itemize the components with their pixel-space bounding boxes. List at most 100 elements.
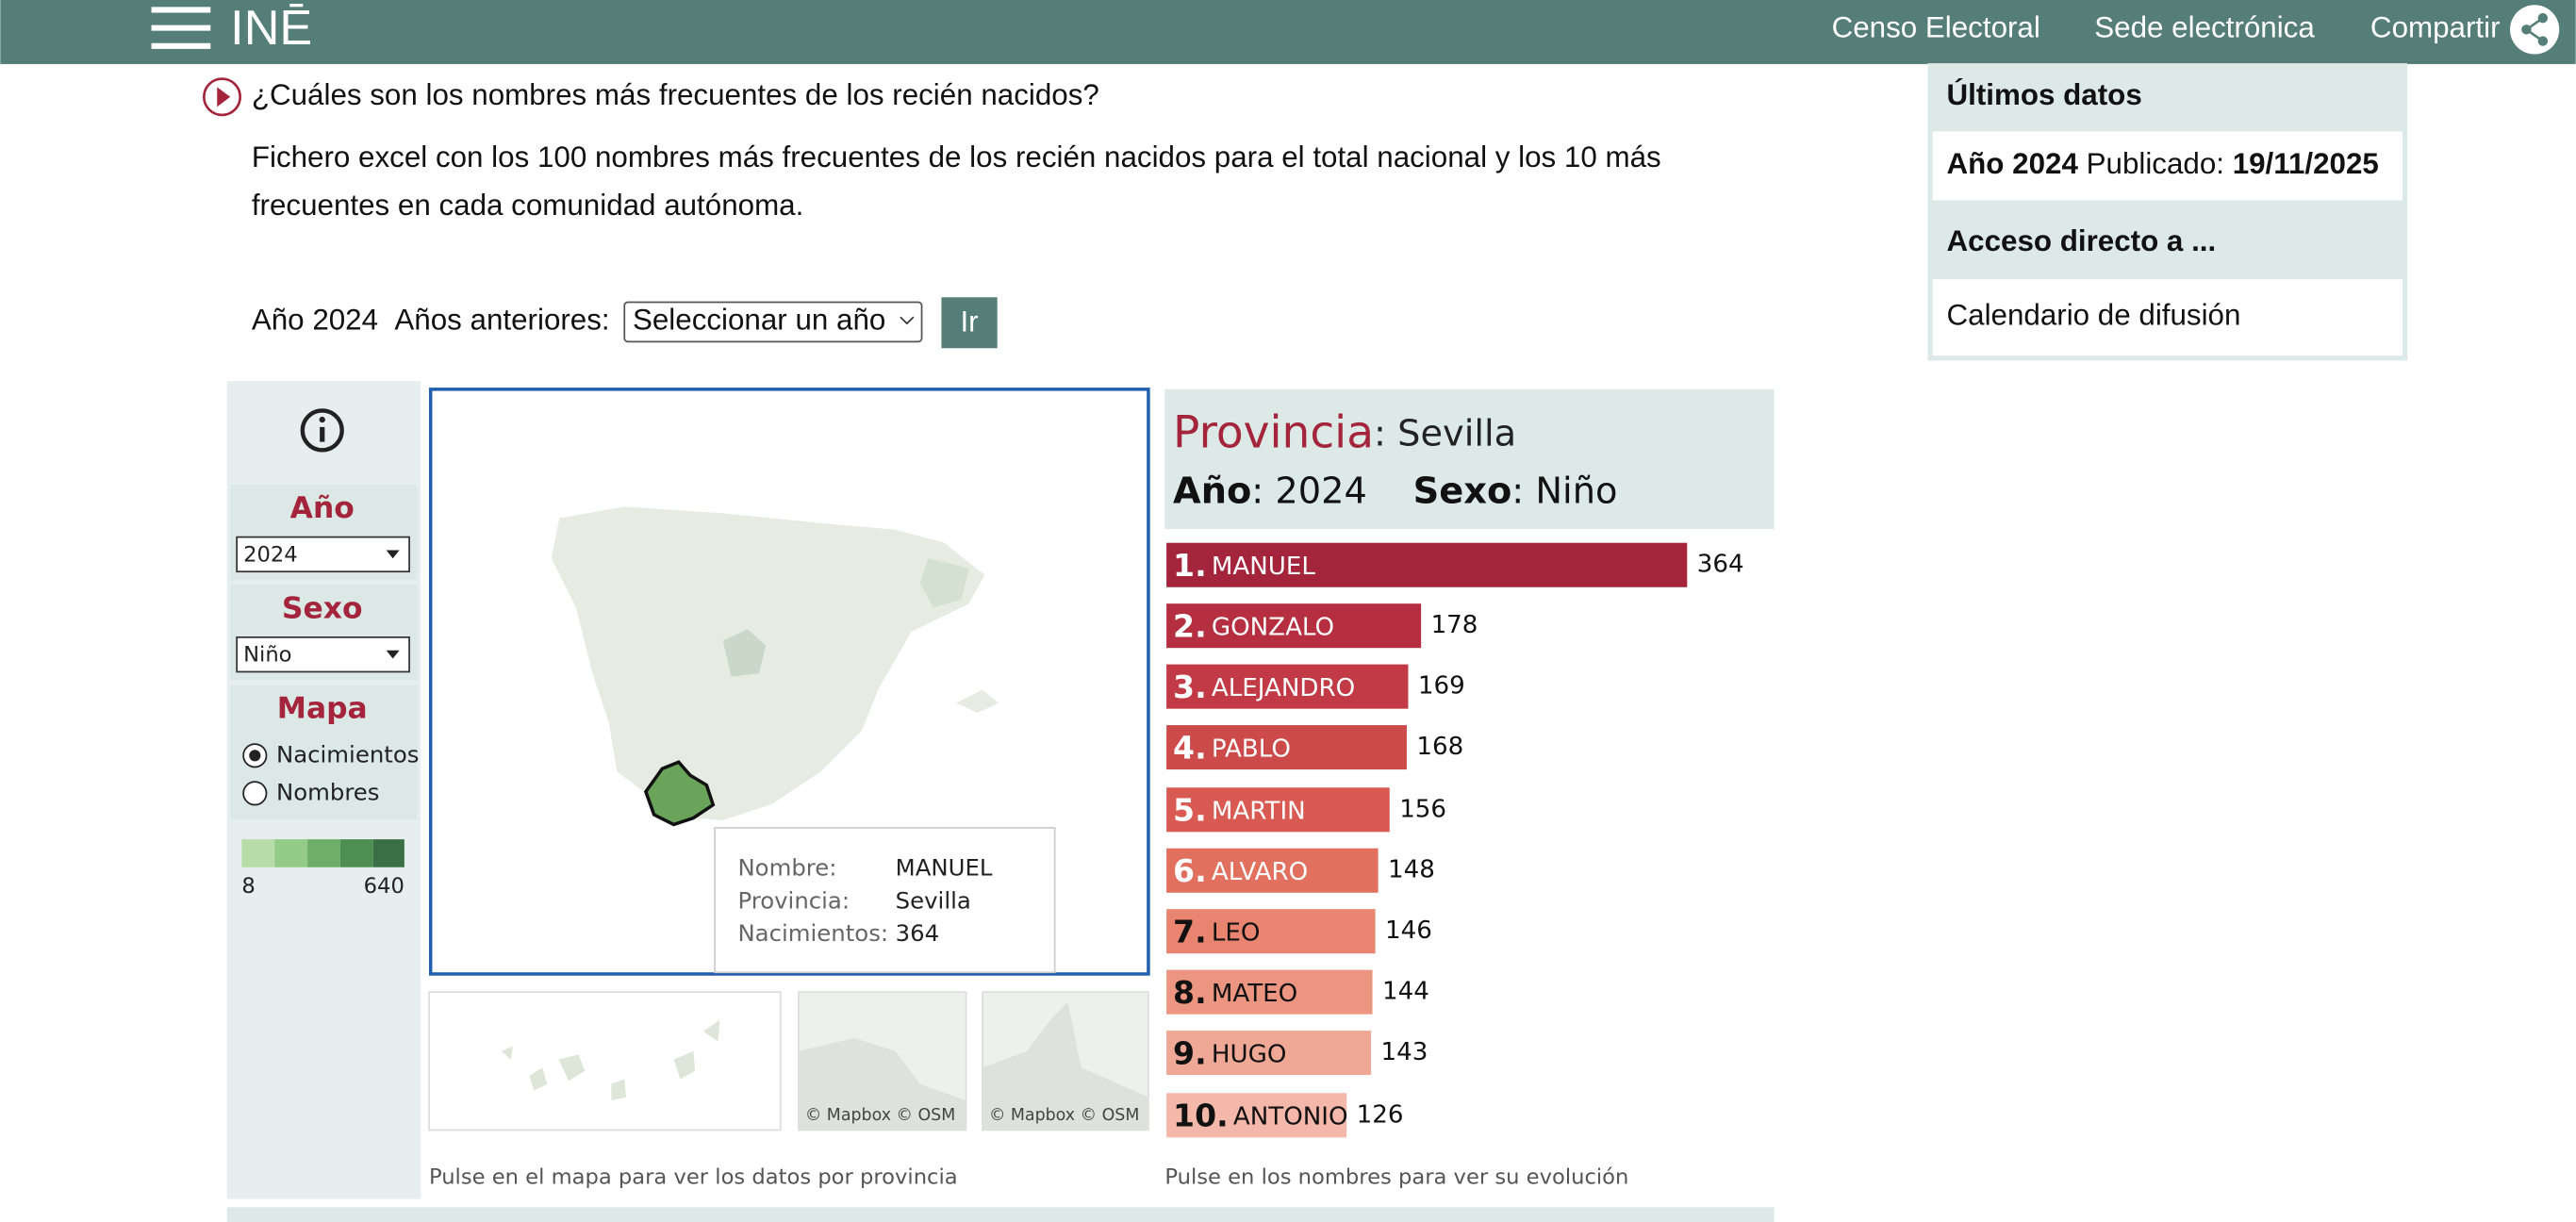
islands [501, 1019, 720, 1101]
expand-arrow [217, 87, 231, 107]
panel-title: Acceso directo a ... [1947, 224, 2217, 257]
name: MARTIN [1212, 797, 1306, 825]
go-button[interactable] [941, 297, 998, 349]
published-label: Publicado: [2087, 147, 2224, 180]
chart-note: Pulse en los nombres para ver su evoluci… [1164, 1164, 1628, 1189]
dropdown-caret [386, 650, 400, 659]
value-label: 178 [1431, 611, 1478, 639]
rank: 7. [1173, 913, 1207, 950]
bar-label: 2. GONZALO [1173, 607, 1334, 644]
rank: 10. [1173, 1097, 1229, 1133]
nav-link[interactable]: Censo Electoral [1832, 11, 2040, 44]
logo[interactable]: INĒ [230, 1, 312, 56]
value-label: 146 [1385, 916, 1432, 945]
bar[interactable] [1166, 603, 1422, 649]
value-label: 144 [1382, 978, 1429, 1006]
attribution: © Mapbox © OSM [805, 1106, 955, 1125]
latest-year: Año 2024 [1947, 147, 2079, 180]
question[interactable]: ¿Cuáles son los nombres más frecuentes d… [252, 78, 1099, 111]
rank: 4. [1173, 729, 1207, 766]
share-icon[interactable] [2510, 5, 2560, 55]
nav-link[interactable]: Compartir [2370, 11, 2501, 44]
sex-dropdown[interactable] [236, 636, 410, 673]
bar-label: 8. MATEO [1173, 973, 1297, 1010]
radio[interactable] [242, 781, 268, 806]
bar[interactable] [1166, 664, 1409, 709]
value-label: 156 [1399, 795, 1446, 823]
baleares [956, 689, 999, 713]
published-date: 19/11/2025 [2233, 147, 2379, 180]
tooltip-value: MANUEL [896, 853, 993, 881]
bar[interactable] [1166, 1093, 1347, 1138]
nav-link[interactable]: Sede electrónica [2094, 11, 2315, 44]
panel-header [1931, 65, 2403, 132]
info-icon[interactable] [300, 408, 344, 453]
expand-icon[interactable] [203, 77, 241, 117]
province-label: Provincia [1173, 406, 1374, 458]
radio-label[interactable]: Nombres [276, 778, 380, 805]
current-year: Año 2024 [252, 304, 378, 337]
value-label: 168 [1416, 733, 1463, 761]
year-select-text: Seleccionar un año [633, 304, 885, 337]
rank: 8. [1173, 973, 1207, 1010]
bar-label: 4. PABLO [1173, 729, 1291, 766]
panel-title: Últimos datos [1947, 77, 2142, 111]
sevilla[interactable] [643, 760, 716, 827]
value-label: 169 [1418, 672, 1465, 701]
canarias-map[interactable] [428, 991, 782, 1131]
top-bar [0, 0, 2576, 64]
value-label: 126 [1357, 1100, 1404, 1129]
spain-mainland [549, 504, 987, 822]
bar[interactable] [1166, 969, 1373, 1015]
year-select[interactable] [623, 301, 923, 343]
barcelona [919, 558, 970, 608]
rank: 9. [1173, 1034, 1207, 1071]
bar[interactable] [1166, 787, 1390, 833]
description: frecuentes en cada comunidad autónoma. [252, 189, 803, 222]
land [798, 1037, 966, 1131]
bar-label: 7. LEO [1173, 913, 1260, 950]
bar-label: 10. ANTONIO [1173, 1097, 1348, 1133]
sex-label: Sexo [1413, 470, 1512, 512]
dropdown-text: Niño [243, 643, 291, 668]
select-caret [900, 316, 915, 325]
dropdown-caret [386, 550, 400, 559]
publication: Año 2024 Publicado: 19/11/2025 [1947, 147, 2379, 180]
panel-link[interactable]: Calendario de difusión [1947, 298, 2241, 331]
bar-label: 3. ALEJANDRO [1173, 668, 1355, 704]
bar-label: 9. HUGO [1173, 1034, 1286, 1071]
tooltip [714, 827, 1056, 974]
bar[interactable] [1166, 1031, 1372, 1076]
menu-icon[interactable] [151, 7, 211, 49]
bar[interactable] [1166, 725, 1407, 770]
year-value: : 2024 [1251, 470, 1367, 512]
bar-label: 5. MARTIN [1173, 791, 1306, 828]
year-dropdown[interactable] [236, 536, 410, 573]
bar-label: 1. MANUEL [1173, 546, 1315, 583]
filter-label: Sexo [282, 591, 363, 625]
bar[interactable] [1166, 848, 1379, 893]
attribution: © Mapbox © OSM [989, 1106, 1139, 1125]
legend-max: 640 [364, 874, 405, 899]
name: MANUEL [1212, 552, 1316, 580]
bar[interactable] [1166, 542, 1688, 587]
value-label: 364 [1697, 551, 1744, 579]
radio-label[interactable]: Nacimientos [276, 740, 419, 768]
next-section [226, 1207, 1775, 1222]
bar[interactable] [1166, 909, 1376, 954]
tooltip-value: Sevilla [896, 886, 971, 914]
tooltip-label: Nombre: [737, 853, 836, 881]
rank: 2. [1173, 607, 1207, 644]
name: ALVARO [1212, 857, 1308, 885]
tooltip-value: 364 [896, 919, 940, 947]
tooltip-label: Provincia: [737, 886, 850, 914]
rank: 5. [1173, 791, 1207, 828]
info-glyph [319, 416, 325, 423]
dropdown-text: 2024 [243, 542, 298, 567]
bar-label: 6. ALVARO [1173, 851, 1308, 888]
info-glyph [320, 426, 325, 442]
tooltip-label: Nacimientos: [737, 919, 888, 947]
previous-label: Años anteriores: [394, 304, 609, 337]
province-value: : Sevilla [1374, 412, 1516, 454]
panel-header [1931, 200, 2403, 280]
